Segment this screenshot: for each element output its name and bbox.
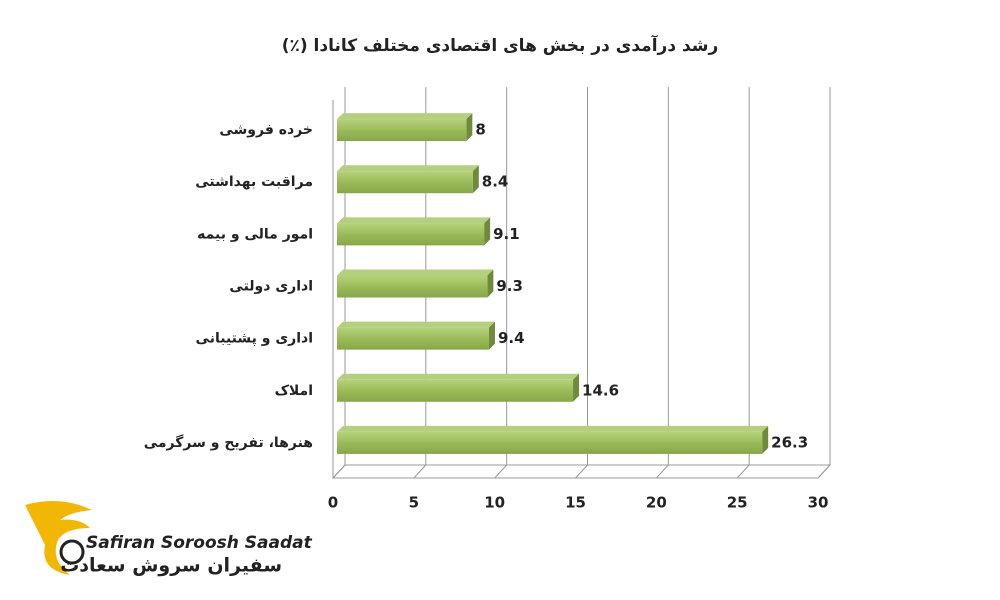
bar-top [337,321,495,328]
bar-end [487,269,494,298]
x-tick-label: 5 [409,494,419,512]
bar-top [337,165,479,172]
tick-mark [332,464,346,479]
data-label: 26.3 [771,433,808,451]
data-label: 8 [475,121,485,139]
logo-wing [25,501,92,575]
logo-ring [59,539,85,565]
chart-title: رشد درآمدی در بخش های اقتصادی مختلف کانا… [282,34,719,56]
bar-top [337,113,473,120]
data-label: 9.3 [496,277,523,295]
bar-end [762,425,769,454]
y-tick-label: اداری دولتی [229,279,313,295]
tick-mark [494,464,508,479]
x-tick-label: 0 [328,494,338,512]
y-tick-label: اداری و پشتیبانی [196,331,313,347]
x-tick-label: 15 [565,494,586,512]
tick-mark [413,464,427,479]
tick-mark [736,464,750,479]
x-tick-label: 10 [484,494,505,512]
data-label: 8.4 [482,173,509,191]
bar-end [488,321,495,350]
bar [337,275,488,298]
x-tick-label: 25 [727,494,748,512]
bar-end [573,373,580,402]
bar [337,119,467,142]
bar-top [337,217,491,224]
x-tick-label: 30 [808,494,829,512]
bar-top [337,373,580,380]
x-tick-label: 20 [646,494,667,512]
bar [337,223,485,246]
bar-top [337,269,494,276]
y-tick-label: خرده فروشی [219,122,313,138]
y-tick-label: امور مالی و بیمه [197,226,313,242]
bar-end [472,165,479,194]
bar-end [466,113,473,142]
logo-latin: Safiran Soroosh Saadat [86,533,313,553]
tick-mark [655,464,669,479]
bar [337,431,763,454]
tick-mark [575,464,588,479]
y-tick-label: املاک [275,383,313,399]
bar [337,171,473,194]
data-label: 9.4 [498,329,525,347]
data-label: 9.1 [493,225,520,243]
tick-mark [817,464,831,479]
bar-end [484,217,491,246]
data-label: 14.6 [582,381,619,399]
bar [337,327,489,350]
y-tick-label: مراقبت بهداشتی [195,174,313,190]
logo: Safiran Soroosh Saadat سفیران سروش سعادت [25,501,313,577]
logo-persian: سفیران سروش سعادت [60,555,282,577]
bar-top [337,425,769,432]
y-tick-label: هنرها، تفریح و سرگرمی [144,434,313,451]
bar [337,379,574,402]
